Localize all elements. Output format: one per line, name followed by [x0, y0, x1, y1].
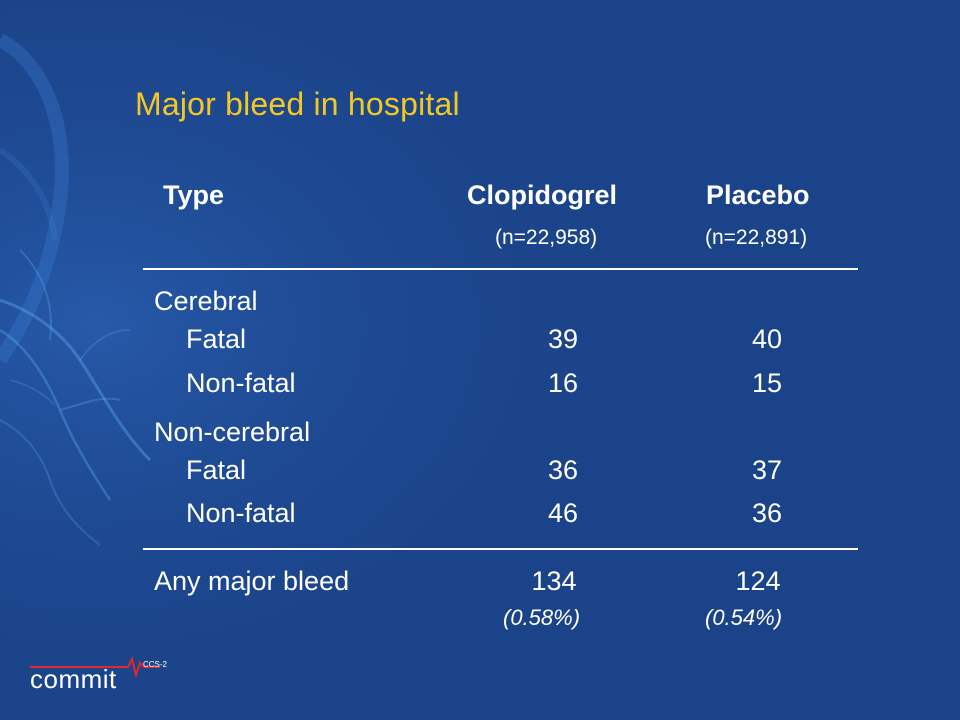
placebo-total-percent: (0.54%)	[705, 605, 783, 630]
placebo-value: 36	[751, 498, 783, 528]
row-label: Non-fatal	[186, 498, 296, 528]
total-divider	[143, 548, 858, 550]
clopidogrel-value: 39	[547, 324, 579, 354]
row-label: Non-fatal	[186, 368, 296, 398]
row-label: Fatal	[186, 455, 247, 485]
placebo-sample-size: (n=22,891)	[705, 226, 808, 249]
total-label: Any major bleed	[154, 566, 350, 596]
group-label-cerebral: Cerebral	[154, 286, 258, 316]
column-header-placebo: Placebo	[706, 180, 810, 210]
column-header-type: Type	[163, 180, 225, 210]
header-divider	[143, 268, 858, 270]
commit-logo-mark	[30, 656, 160, 679]
clopidogrel-sample-size: (n=22,958)	[495, 226, 598, 249]
group-label-non-cerebral: Non-cerebral	[154, 417, 311, 447]
clopidogrel-total: 134	[531, 566, 577, 596]
placebo-value: 37	[751, 455, 783, 485]
logo-wordmark: commit	[30, 664, 117, 694]
placebo-total: 124	[735, 566, 781, 596]
clopidogrel-value: 36	[547, 455, 579, 485]
column-header-clopidogrel: Clopidogrel	[467, 180, 617, 210]
placebo-value: 15	[751, 368, 783, 398]
logo-tag: CCS-2	[143, 660, 168, 669]
row-label: Fatal	[186, 324, 247, 354]
slide-title: Major bleed in hospital	[135, 86, 460, 122]
clopidogrel-value: 46	[547, 498, 579, 528]
placebo-value: 40	[751, 324, 783, 354]
clopidogrel-total-percent: (0.58%)	[503, 605, 581, 630]
clopidogrel-value: 16	[547, 368, 579, 398]
